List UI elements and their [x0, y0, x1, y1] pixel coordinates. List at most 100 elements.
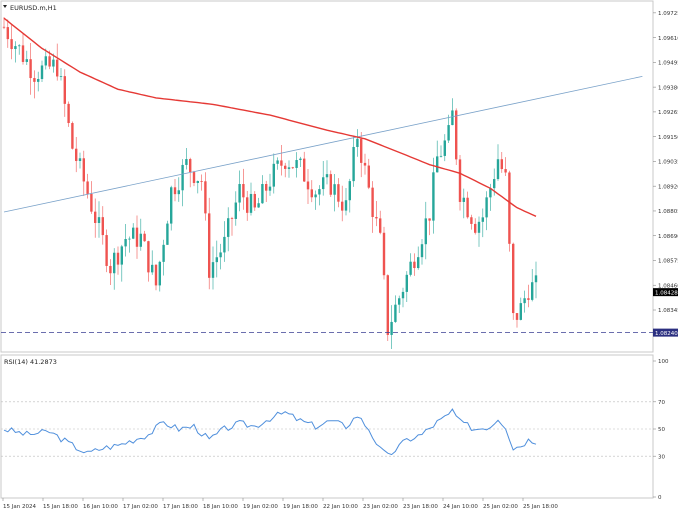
- candle-body: [493, 179, 496, 189]
- candle-body: [223, 236, 226, 253]
- candle-body: [512, 243, 515, 314]
- candle-body: [166, 223, 169, 245]
- candle-body: [485, 197, 488, 218]
- rsi-y-axis: 100 70 50 30 0: [1, 359, 669, 501]
- candle-body: [287, 167, 291, 169]
- candle-body: [375, 216, 378, 219]
- y-tick-label: 1.08690: [658, 234, 678, 240]
- candle-body: [382, 232, 386, 276]
- candle-body: [113, 252, 116, 274]
- candle-body: [363, 162, 367, 166]
- candle-body: [531, 282, 534, 300]
- overlays: 1.08240 1.08428: [1, 17, 678, 337]
- candle-body: [177, 190, 180, 195]
- y-tick-label: 1.09265: [658, 110, 678, 116]
- candle-body: [534, 275, 538, 283]
- y-tick-label: 1.09380: [658, 85, 678, 91]
- candle-body: [398, 298, 401, 305]
- candle-body: [29, 59, 32, 79]
- candle-body: [14, 46, 17, 50]
- candle-body: [18, 45, 21, 47]
- y-tick-label: 1.09150: [658, 135, 678, 141]
- candle-body: [109, 265, 112, 274]
- candle-body: [10, 39, 13, 50]
- candle-body: [116, 252, 120, 265]
- x-tick-label: 15 Jan 18:00: [43, 504, 78, 510]
- candle-body: [500, 159, 503, 170]
- main-y-axis: 1.09725 1.09610 1.09495 1.09380 1.09265 1.091…: [653, 11, 678, 314]
- candle-body: [432, 172, 435, 221]
- candle-body: [154, 264, 158, 286]
- candle-body: [173, 187, 177, 195]
- candle-body: [409, 261, 412, 275]
- rsi-tick-label: 0: [658, 495, 662, 501]
- candle-body: [265, 184, 268, 191]
- candle-body: [337, 184, 340, 202]
- candle-body: [333, 184, 336, 195]
- candle-body: [443, 140, 446, 156]
- candle-body: [40, 65, 44, 80]
- rsi-tick-label: 70: [658, 400, 665, 406]
- candles: [2, 17, 538, 349]
- candle-body: [268, 186, 272, 191]
- dropdown-triangle-icon[interactable]: [3, 5, 7, 8]
- candle-body: [303, 158, 306, 182]
- candle-body: [90, 193, 93, 212]
- candle-body: [280, 160, 283, 166]
- candle-body: [120, 246, 123, 265]
- candle-body: [78, 158, 82, 162]
- candle-body: [299, 158, 302, 161]
- candle-body: [56, 59, 59, 77]
- candle-body: [257, 203, 260, 208]
- candle-body: [390, 321, 393, 335]
- candle-body: [348, 181, 351, 201]
- rsi-series: [3, 408, 537, 456]
- candle-body: [124, 239, 127, 247]
- candle-body: [436, 156, 439, 173]
- candle-body: [253, 193, 256, 208]
- y-tick-label: 1.08575: [658, 259, 678, 265]
- candle-body: [466, 197, 469, 218]
- candle-body: [21, 45, 25, 62]
- candle-body: [519, 303, 522, 320]
- candle-body: [132, 227, 135, 239]
- x-tick-label: 19 Jan 18:00: [283, 504, 318, 510]
- candle-body: [276, 160, 279, 164]
- candle-body: [318, 189, 321, 195]
- candle-body: [242, 184, 245, 198]
- rsi-tick-label: 50: [658, 427, 665, 433]
- candle-body: [139, 233, 142, 247]
- y-tick-label: 1.08460: [658, 283, 678, 289]
- current-price-label: 1.08428: [655, 290, 678, 296]
- candle-body: [379, 218, 382, 233]
- candle-body: [67, 103, 70, 124]
- support-level-tag: [653, 328, 678, 337]
- candle-body: [489, 188, 492, 198]
- candle-body: [428, 218, 431, 221]
- x-tick-label: 19 Jan 02:00: [243, 504, 278, 510]
- trendline: [3, 75, 643, 213]
- candle-body: [151, 264, 154, 273]
- candle-body: [44, 56, 47, 66]
- candle-body: [310, 189, 313, 198]
- candle-body: [71, 123, 74, 149]
- candle-body: [360, 138, 363, 163]
- candle-body: [135, 227, 139, 247]
- current-price-tag: [653, 288, 678, 297]
- candle-body: [367, 165, 370, 188]
- candle-body: [37, 79, 40, 82]
- candle-body: [462, 197, 465, 202]
- support-level-label: 1.08240: [655, 331, 678, 337]
- rsi-tick-label: 30: [658, 454, 665, 460]
- candle-body: [474, 223, 477, 233]
- x-tick-label: 18 Jan 10:00: [203, 504, 238, 510]
- candle-body: [481, 217, 484, 222]
- x-tick-label: 17 Jan 18:00: [163, 504, 198, 510]
- x-tick-label: 25 Jan 18:00: [523, 504, 558, 510]
- y-tick-label: 1.08920: [658, 184, 678, 190]
- candle-body: [227, 218, 230, 237]
- candle-body: [496, 159, 500, 180]
- candle-body: [477, 221, 481, 233]
- y-tick-label: 1.09610: [658, 36, 678, 42]
